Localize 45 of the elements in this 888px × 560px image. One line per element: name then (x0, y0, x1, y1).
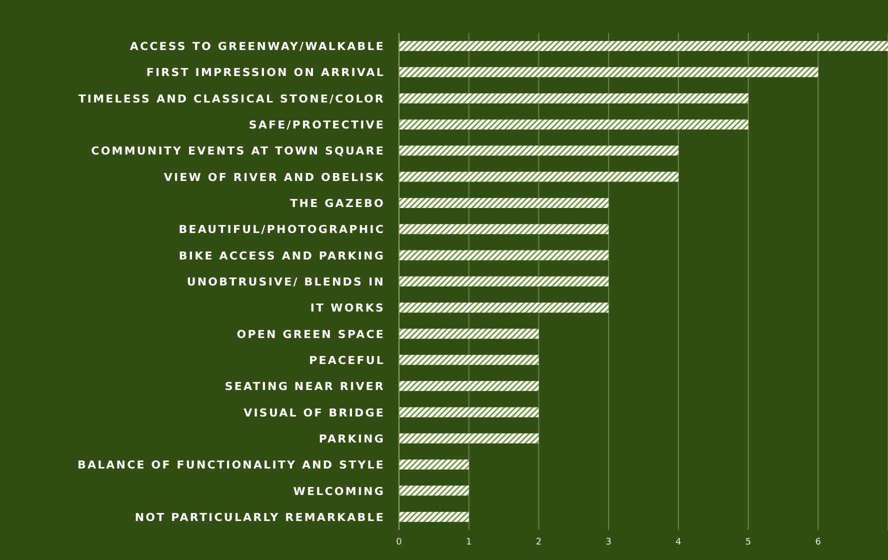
y-tick-label: TIMELESS AND CLASSICAL STONE/COLOR (78, 92, 385, 106)
y-tick-label: VIEW OF RIVER AND OBELISK (164, 170, 385, 184)
bar (399, 93, 748, 104)
x-tick-label: 1 (466, 537, 472, 548)
bar (399, 119, 748, 130)
y-tick-label: VISUAL OF BRIDGE (244, 406, 385, 420)
y-tick-label: WELCOMING (293, 484, 385, 498)
y-tick-label: PEACEFUL (309, 354, 385, 367)
x-tick-label: 2 (536, 537, 542, 548)
x-tick-label: 3 (606, 537, 612, 548)
bar (399, 381, 539, 392)
bar (399, 41, 888, 51)
bar (399, 67, 818, 78)
bar (399, 512, 469, 522)
bar (399, 146, 678, 156)
y-tick-label: PARKING (318, 432, 385, 446)
bar (399, 433, 539, 444)
bar (399, 407, 539, 418)
y-tick-label: SAFE/PROTECTIVE (248, 118, 385, 132)
y-tick-label: UNOBTRUSIVE/ BLENDS IN (186, 276, 385, 288)
bar (399, 460, 469, 470)
x-tick-label: 5 (745, 537, 752, 548)
y-tick-label: IT WORKS (310, 302, 385, 315)
y-tick-label: BEAUTIFUL/PHOTOGRAPHIC (178, 223, 385, 236)
y-tick-label: BALANCE OF FUNCTIONALITY AND STYLE (77, 458, 385, 472)
bar (399, 328, 539, 339)
y-tick-label: THE GAZEBO (290, 197, 385, 210)
y-tick-label: SEATING NEAR RIVER (224, 380, 385, 394)
bar (399, 302, 609, 313)
y-tick-label: ACCESS TO GREENWAY/WALKABLE (130, 40, 385, 54)
x-tick-label: 0 (396, 537, 402, 548)
x-tick-label: 4 (676, 537, 682, 548)
bar (399, 198, 609, 208)
y-tick-label: NOT PARTICULARLY REMARKABLE (134, 510, 385, 524)
x-tick-label: 6 (815, 537, 822, 548)
bar (399, 224, 609, 234)
bar (399, 354, 539, 365)
bar (399, 172, 678, 182)
bar (399, 486, 469, 496)
bar (399, 250, 609, 260)
bar (399, 276, 609, 286)
y-tick-label: OPEN GREEN SPACE (236, 328, 385, 341)
y-tick-label: BIKE ACCESS AND PARKING (178, 249, 385, 262)
y-tick-label: FIRST IMPRESSION ON ARRIVAL (146, 66, 385, 80)
y-tick-label: COMMUNITY EVENTS AT TOWN SQUARE (91, 144, 385, 158)
